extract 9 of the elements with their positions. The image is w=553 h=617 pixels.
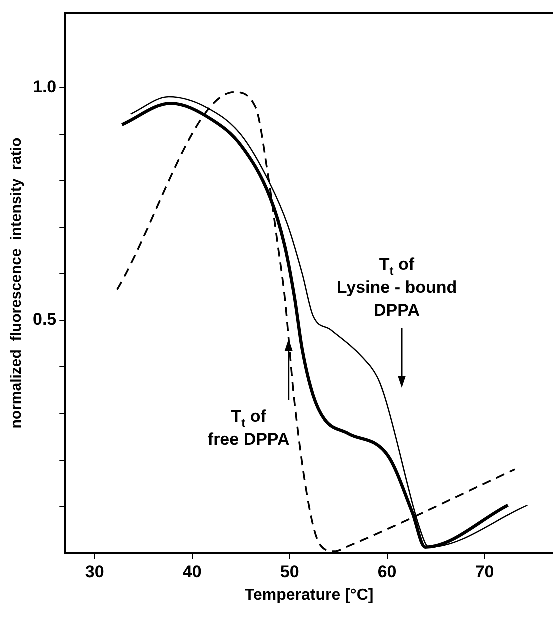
y-tick-label: 0.5 xyxy=(32,310,57,330)
x-tick-label: 70 xyxy=(475,562,494,582)
x-tick-label: 60 xyxy=(378,562,397,582)
x-tick-label: 40 xyxy=(182,562,202,582)
y-axis-title: normalized fluorescence intensity ratio xyxy=(8,138,26,429)
x-tick-label: 50 xyxy=(280,562,300,582)
x-axis-title: Temperature [°C] xyxy=(244,586,374,604)
y-tick-label: 1.0 xyxy=(32,77,57,96)
x-tick-label: 30 xyxy=(85,562,104,582)
